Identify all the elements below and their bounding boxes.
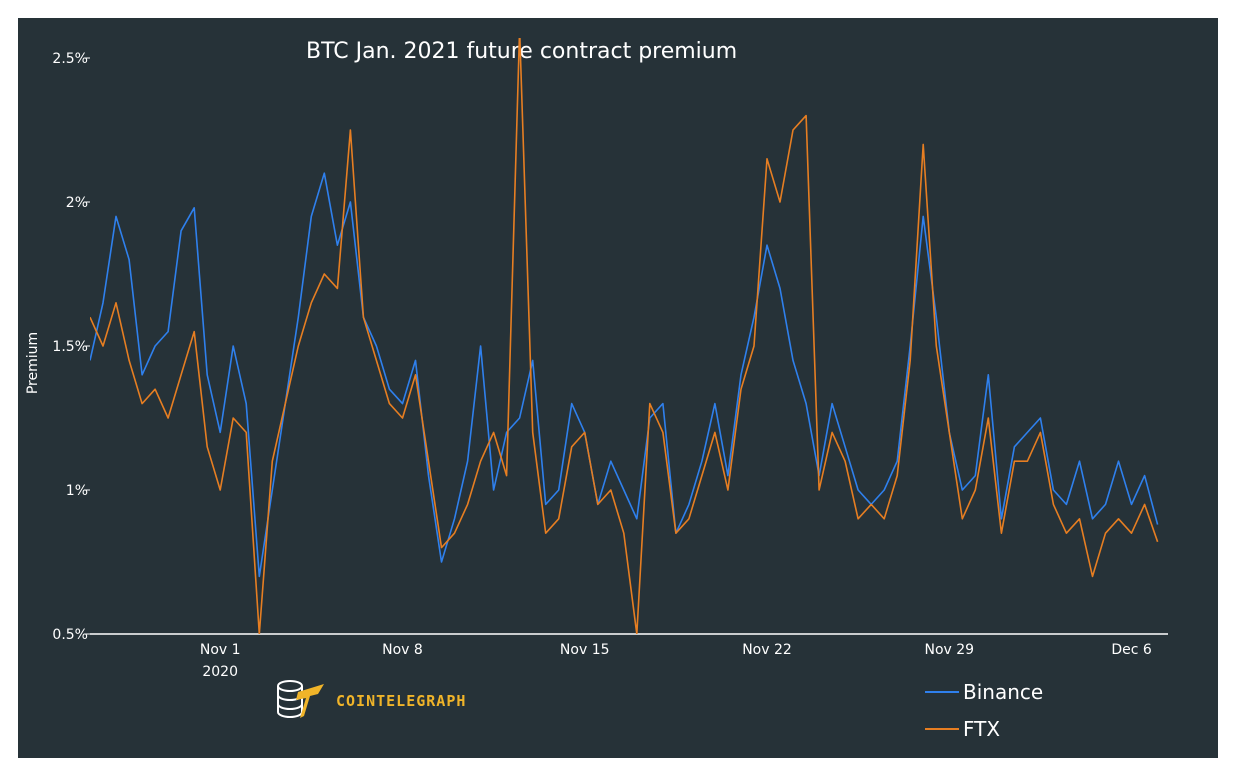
chart-title: BTC Jan. 2021 future contract premium xyxy=(306,39,737,64)
x-tick-sublabel: 2020 xyxy=(202,664,238,680)
y-tick-label: 2.5% xyxy=(52,51,88,67)
x-tick-label: Dec 6 xyxy=(1111,642,1152,658)
legend-binance-label: Binance xyxy=(963,680,1043,704)
brand-name: COINTELEGRAPH xyxy=(336,692,466,710)
legend-ftx-label: FTX xyxy=(963,717,1000,741)
x-axis-ticks: Nov 1 2020 Nov 8 Nov 15 Nov 22 Nov 29 Dec 6 xyxy=(200,642,1152,680)
y-tick-label: 1% xyxy=(66,483,88,499)
y-axis-ticks: 0.5% 1% 1.5% 2% 2.5% xyxy=(52,51,90,643)
x-tick-label: Nov 22 xyxy=(742,642,792,658)
y-axis-title: Premium xyxy=(25,332,41,394)
x-tick-label: Nov 29 xyxy=(924,642,974,658)
chart-panel: BTC Jan. 2021 future contract premium Pr… xyxy=(18,18,1218,758)
series-line-ftx xyxy=(90,38,1159,634)
x-tick-label: Nov 1 xyxy=(200,642,241,658)
coin-stack-icon xyxy=(277,680,324,718)
y-tick-label: 2% xyxy=(66,195,88,211)
series-line-binance xyxy=(90,172,1159,578)
series-layer xyxy=(90,38,1159,634)
x-tick-label: Nov 8 xyxy=(382,642,423,658)
cointelegraph-logo: COINTELEGRAPH xyxy=(277,680,466,718)
y-tick-label: 0.5% xyxy=(52,627,88,643)
premium-chart: BTC Jan. 2021 future contract premium Pr… xyxy=(25,38,1168,741)
y-tick-label: 1.5% xyxy=(52,339,88,355)
legend[interactable]: Binance FTX xyxy=(925,680,1043,741)
x-tick-label: Nov 15 xyxy=(560,642,610,658)
